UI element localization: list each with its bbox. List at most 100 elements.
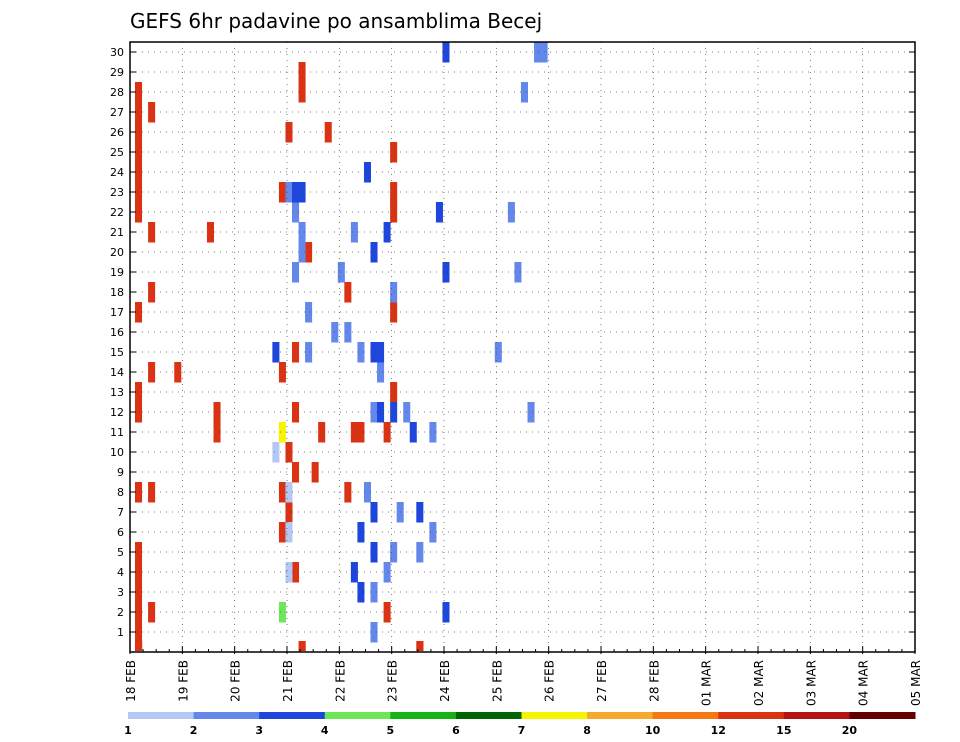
precip-cell (370, 622, 378, 643)
precip-cell (390, 542, 398, 563)
precip-cell (363, 162, 371, 183)
y-tick-label: 25 (110, 146, 124, 159)
precip-cell (135, 162, 143, 183)
precip-cell (285, 482, 293, 503)
x-tick-label: 22 FEB (333, 660, 347, 702)
y-tick-label: 9 (117, 466, 124, 479)
precip-cell (135, 582, 143, 603)
x-tick-label: 04 MAR (857, 660, 871, 706)
x-tick-label: 23 FEB (386, 660, 400, 702)
precip-cell (148, 362, 156, 383)
precip-cell (298, 182, 306, 203)
precip-cell (148, 282, 156, 303)
precip-cell (390, 402, 398, 423)
precip-cell (135, 182, 143, 203)
y-tick-label: 15 (110, 346, 124, 359)
precip-cell (363, 482, 371, 503)
precip-cell (311, 462, 319, 483)
precip-cell (298, 62, 306, 83)
precip-cell (278, 602, 286, 623)
y-tick-label: 23 (110, 186, 124, 199)
precip-cell (390, 182, 398, 203)
precip-cell (377, 402, 385, 423)
grid-layer (130, 42, 915, 652)
precip-cell (350, 562, 358, 583)
precip-cell (350, 222, 358, 243)
x-tick-label: 18 FEB (124, 660, 138, 702)
precip-cell (278, 422, 286, 443)
precip-cell (370, 402, 378, 423)
y-tick-label: 16 (110, 326, 124, 339)
precip-cell (285, 122, 293, 143)
precip-cell (278, 362, 286, 383)
precip-cell (135, 142, 143, 163)
colorbar-label: 12 (711, 724, 726, 737)
colorbar-label: 7 (518, 724, 526, 737)
colorbar-swatch (783, 712, 850, 719)
colorbar-swatch (849, 712, 916, 719)
x-tick-label: 24 FEB (438, 660, 452, 702)
precip-cell (298, 222, 306, 243)
x-tick-label: 03 MAR (804, 660, 818, 706)
precip-cell (416, 502, 424, 523)
precip-cell (135, 382, 143, 403)
precip-cell (357, 582, 365, 603)
x-tick-label: 25 FEB (490, 660, 504, 702)
chart-title: GEFS 6hr padavine po ansamblima Becej (130, 9, 542, 33)
y-tick-label: 7 (117, 506, 124, 519)
precip-cell (534, 42, 542, 63)
precip-cell (344, 482, 352, 503)
precip-cell (148, 222, 156, 243)
precip-cell (285, 182, 293, 203)
colorbar-label: 5 (387, 724, 395, 737)
precip-cell (390, 142, 398, 163)
precip-cell (278, 182, 286, 203)
precip-cell (148, 602, 156, 623)
precip-cell (292, 342, 300, 363)
colorbar: 1 2 3 4 5 6 7 8 10 12 15 20 (124, 712, 916, 737)
precip-cell (135, 542, 143, 563)
y-tick-label: 8 (117, 486, 124, 499)
y-tick-label: 20 (110, 246, 124, 259)
y-tick-label: 2 (117, 606, 124, 619)
precip-cell (344, 282, 352, 303)
y-tick-label: 26 (110, 126, 124, 139)
precip-cell (285, 522, 293, 543)
colorbar-swatch (193, 712, 260, 719)
precip-cell (135, 122, 143, 143)
plot-frame (129, 41, 916, 653)
precip-cell (429, 422, 437, 443)
precip-cell (507, 202, 515, 223)
y-tick-label: 11 (110, 426, 124, 439)
precip-cell (174, 362, 182, 383)
precip-cell (292, 562, 300, 583)
precip-cell (350, 422, 358, 443)
precip-cell (357, 422, 365, 443)
precip-cell (344, 322, 352, 343)
x-tick-label: 05 MAR (909, 660, 923, 706)
colorbar-label: 2 (190, 724, 198, 737)
precip-cell (370, 242, 378, 263)
y-tick-label: 29 (110, 66, 124, 79)
precip-cell (409, 422, 417, 443)
precip-cell (135, 402, 143, 423)
x-tick-label: 19 FEB (176, 660, 190, 702)
colorbar-swatch (521, 712, 588, 719)
y-tick-label: 22 (110, 206, 124, 219)
precip-cell (370, 342, 378, 363)
colorbar-swatch (324, 712, 391, 719)
colorbar-label: 4 (321, 724, 329, 737)
precip-cell (370, 542, 378, 563)
precip-cell (135, 602, 143, 623)
precip-cell (135, 302, 143, 323)
colorbar-swatch (587, 712, 654, 719)
y-tick-label: 28 (110, 86, 124, 99)
precip-cell (292, 462, 300, 483)
x-tick-label: 02 MAR (752, 660, 766, 706)
precip-cell (442, 602, 450, 623)
precip-cell (383, 602, 391, 623)
precip-cell (370, 502, 378, 523)
precip-cell (135, 202, 143, 223)
precip-cell (318, 422, 326, 443)
